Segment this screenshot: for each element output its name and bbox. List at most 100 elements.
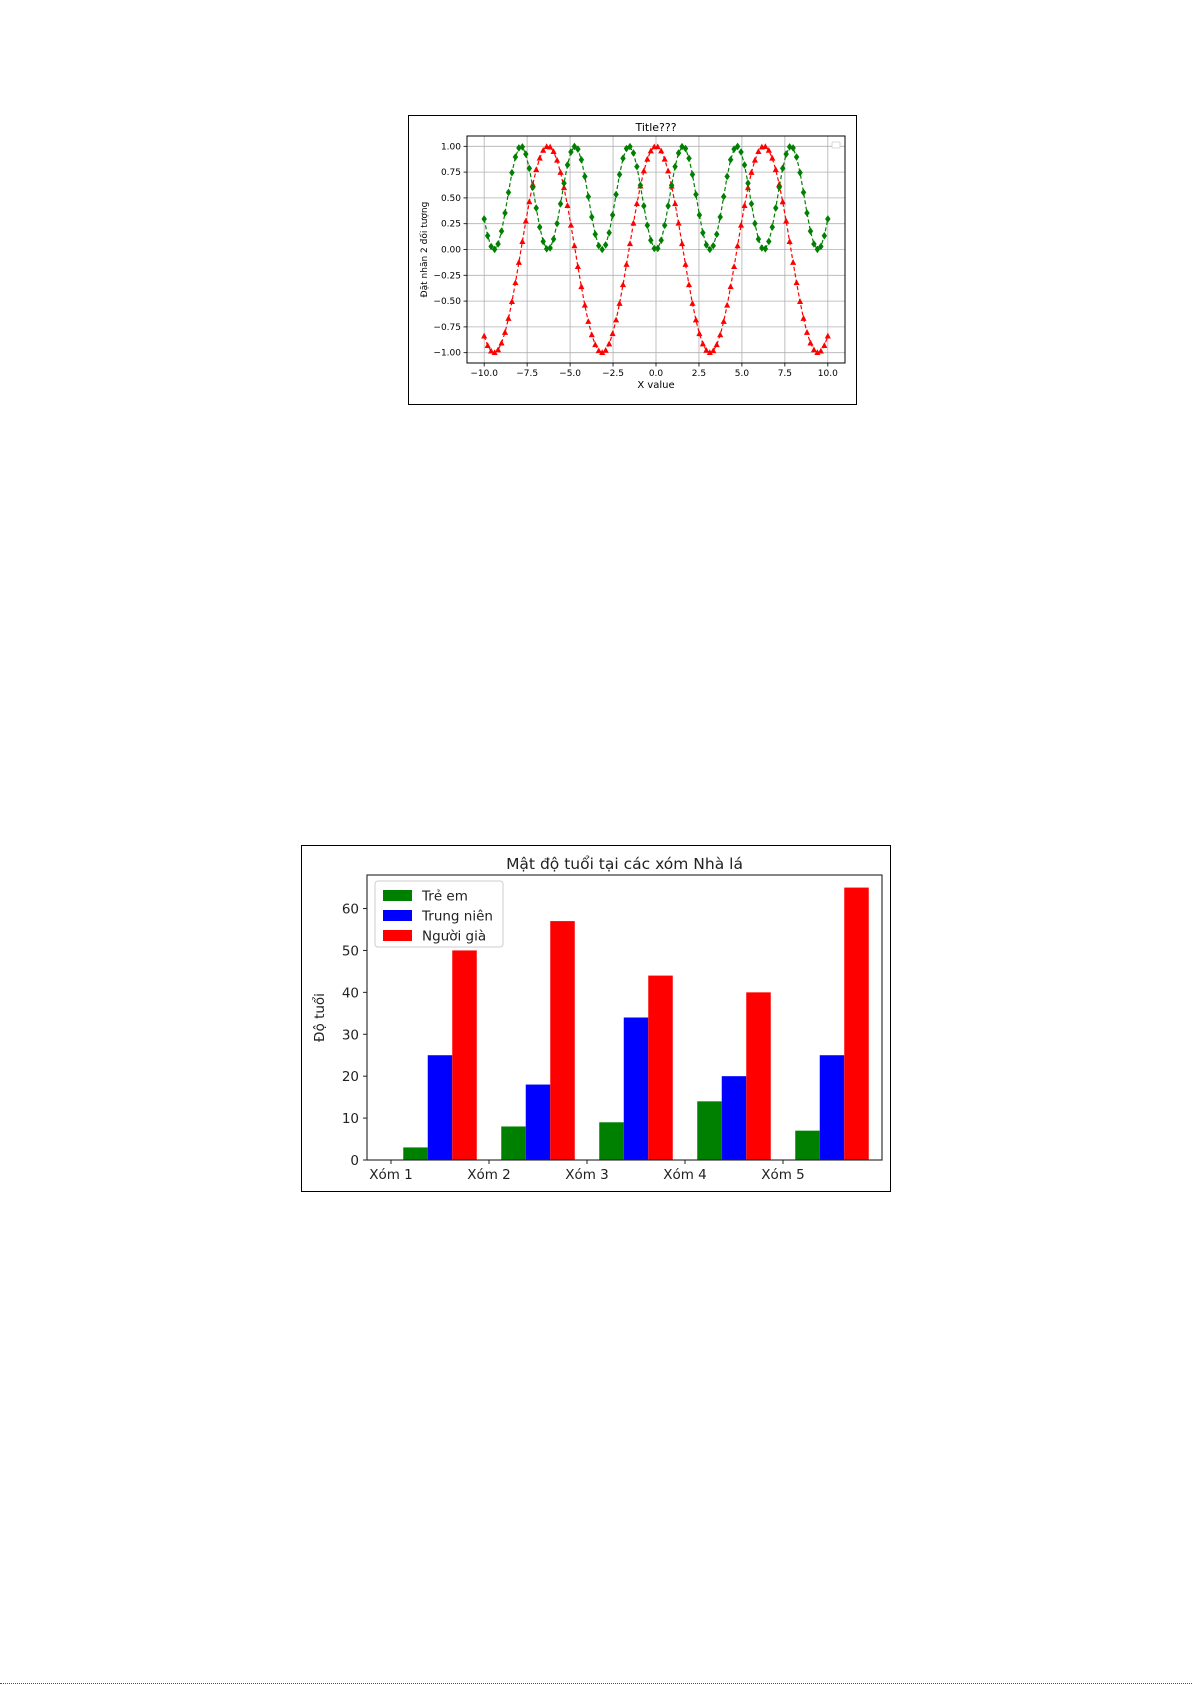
y-tick-label: 10	[342, 1111, 359, 1127]
series-Trẻ em	[403, 1101, 820, 1160]
data-point	[588, 331, 595, 338]
x-tick-label: Xóm 1	[369, 1167, 413, 1183]
legend-box	[831, 141, 841, 149]
data-point	[675, 149, 682, 157]
data-point	[585, 318, 592, 324]
data-point	[814, 245, 821, 254]
x-axis-label: X value	[637, 380, 674, 391]
data-point	[693, 190, 699, 199]
data-point	[481, 332, 488, 339]
axes-frame	[366, 874, 883, 1161]
data-point	[811, 240, 817, 248]
data-point	[786, 238, 793, 245]
data-point	[619, 281, 627, 288]
bar	[599, 1122, 624, 1160]
x-tick-label: 5.0	[735, 369, 750, 379]
y-axis-label: Độ tuổi	[311, 993, 328, 1042]
series-Người già	[452, 887, 869, 1160]
series-Trung niên	[427, 1017, 845, 1160]
data-point	[759, 244, 765, 252]
data-point	[734, 142, 741, 151]
data-point	[547, 143, 554, 150]
data-point	[505, 315, 512, 321]
data-point	[790, 259, 797, 265]
chart-title: Mật độ tuổi tại các xóm Nhà lá	[506, 855, 743, 873]
bar	[525, 1084, 551, 1160]
data-point	[783, 150, 789, 158]
data-point	[609, 211, 616, 219]
data-point	[606, 228, 612, 237]
bar	[721, 1076, 747, 1160]
data-point	[554, 219, 560, 228]
data-point	[783, 217, 790, 224]
data-point	[797, 168, 803, 177]
data-point	[616, 170, 623, 179]
data-point	[498, 339, 505, 346]
y-tick-label: 40	[342, 985, 359, 1001]
data-point	[515, 259, 522, 265]
bar	[501, 1126, 526, 1160]
data-point	[491, 245, 498, 254]
data-point	[776, 183, 782, 192]
line-chart: Title??? X value Đặt nhãn 2 đối tượng −1…	[419, 121, 846, 391]
bar-chart: Mật độ tuổi tại các xóm Nhà lá Độ tuổi X…	[311, 855, 883, 1183]
line-chart-figure: Title??? X value Đặt nhãn 2 đối tượng −1…	[408, 115, 857, 405]
data-point	[668, 181, 675, 190]
data-point	[488, 242, 494, 251]
bar	[746, 992, 771, 1160]
data-point	[620, 154, 626, 163]
data-point	[807, 227, 814, 235]
data-point	[727, 155, 734, 164]
data-point	[530, 183, 536, 192]
data-point	[821, 342, 828, 348]
data-point	[810, 346, 817, 353]
bar-chart-figure: Mật độ tuổi tại các xóm Nhà lá Độ tuổi X…	[301, 845, 891, 1192]
data-point	[713, 341, 720, 348]
data-point	[522, 217, 529, 224]
data-point	[807, 339, 814, 346]
data-point	[717, 213, 723, 221]
chart-title: Title???	[634, 121, 676, 134]
data-point	[560, 184, 568, 191]
data-point	[755, 148, 762, 155]
bar	[844, 887, 869, 1160]
data-point	[488, 347, 495, 354]
data-point	[793, 279, 800, 286]
data-point	[578, 155, 585, 164]
data-point	[554, 156, 561, 163]
legend-label: Trung niên	[421, 909, 493, 925]
data-point	[623, 261, 630, 267]
data-point	[508, 298, 516, 305]
bar	[427, 1055, 453, 1160]
data-point	[654, 143, 661, 150]
data-point	[818, 242, 824, 251]
data-point	[595, 241, 602, 250]
data-point	[623, 144, 630, 153]
x-tick-label: −7.5	[516, 369, 538, 379]
data-point	[692, 316, 699, 323]
legend-swatch	[383, 890, 412, 901]
data-point	[769, 154, 776, 161]
x-tick-label: Xóm 5	[761, 1167, 805, 1183]
data-point	[699, 340, 706, 347]
data-point	[557, 169, 564, 175]
data-point	[606, 340, 613, 347]
data-point	[734, 242, 741, 249]
data-point	[741, 202, 748, 209]
data-point	[672, 200, 679, 207]
legend-label: Trẻ em	[421, 889, 468, 905]
x-tick-label: Xóm 2	[467, 1167, 511, 1183]
data-point	[644, 155, 651, 162]
data-point	[679, 142, 685, 151]
data-point	[703, 241, 710, 249]
bar	[648, 975, 673, 1160]
data-point	[731, 263, 738, 270]
data-point	[602, 346, 609, 353]
data-point	[727, 283, 734, 290]
data-point	[773, 204, 779, 212]
data-point	[703, 346, 710, 353]
data-point	[772, 166, 779, 173]
ticks: Xóm 1 Xóm 2 Xóm 3 Xóm 4 Xóm 5 0 10 20 30 40 50 60	[342, 902, 805, 1183]
data-point	[599, 349, 606, 356]
data-point	[495, 346, 502, 353]
